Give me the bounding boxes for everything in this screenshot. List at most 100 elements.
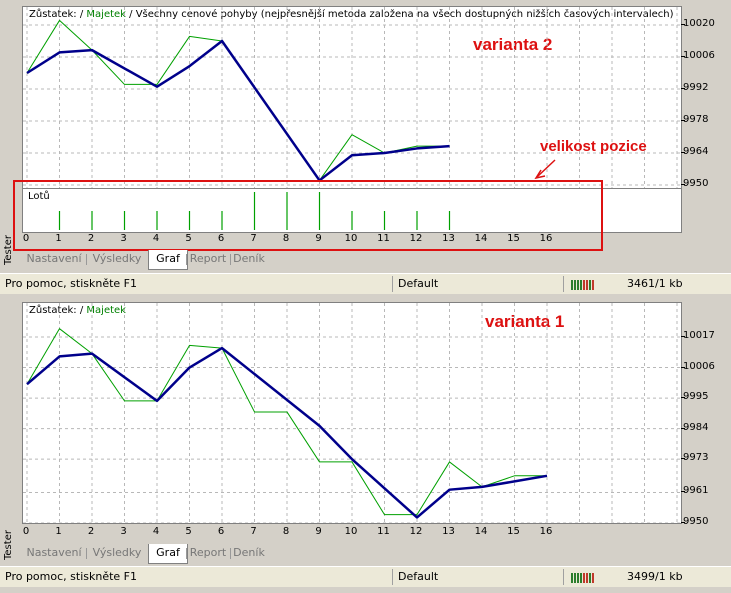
bottom-equity-chart[interactable]: Zůstatek: / Majetek varianta 1 xyxy=(22,302,682,524)
tab-separator xyxy=(230,548,231,559)
status-profile: Default xyxy=(398,277,439,290)
x-tick-label: 5 xyxy=(185,526,192,537)
status-help-text: Pro pomoc, stiskněte F1 xyxy=(5,570,137,583)
x-tick-label: 13 xyxy=(442,233,455,244)
x-tick-label: 16 xyxy=(539,526,553,537)
x-tick-label: 4 xyxy=(152,233,160,244)
legend-sep: / xyxy=(76,9,87,20)
lot-bars xyxy=(58,192,451,230)
y-tick-mark xyxy=(681,491,685,493)
bottom-chart-legend: Zůstatek: / Majetek xyxy=(29,305,126,316)
tab-výsledky[interactable]: Výsledky xyxy=(92,546,142,559)
legend-equity: Majetek xyxy=(86,305,126,316)
tab-deník[interactable]: Deník xyxy=(233,252,265,265)
tab-deník[interactable]: Deník xyxy=(233,546,265,559)
x-tick-label: 1 xyxy=(55,233,62,244)
top-chart-plot xyxy=(23,7,681,190)
top-tab-bar: Nastavení Výsledky Graf Report Deník xyxy=(22,250,422,270)
y-tick-mark xyxy=(681,458,685,460)
status-separator xyxy=(563,276,564,292)
x-tick-label: 6 xyxy=(217,526,225,537)
y-tick-label: 9978 xyxy=(683,114,709,125)
y-tick-mark xyxy=(681,88,685,89)
y-tick-label: 10020 xyxy=(683,18,715,29)
tester-side-label: Tester xyxy=(3,530,14,560)
top-x-axis: 0 1 2 3 4 5 6 7 8 9 10 11 12 13 14 15 16 xyxy=(22,233,680,247)
balance-series-line xyxy=(26,39,450,182)
bottom-status-bar: Pro pomoc, stiskněte F1 Default 3499/1 k… xyxy=(0,566,731,587)
tester-side-label: Tester xyxy=(3,235,14,265)
x-tick-label: 7 xyxy=(250,233,257,244)
balance-series-line xyxy=(26,346,548,519)
x-tick-label: 9 xyxy=(315,233,322,244)
tab-výsledky[interactable]: Výsledky xyxy=(92,252,142,265)
legend-description: Všechny cenové pohyby (nejpřesnější meto… xyxy=(135,9,674,20)
y-tick-label: 9984 xyxy=(683,421,709,433)
y-tick-label: 9964 xyxy=(683,146,709,157)
status-separator xyxy=(563,569,564,585)
x-tick-label: 8 xyxy=(282,526,290,537)
y-tick-label: 9995 xyxy=(683,391,709,403)
top-variant-annotation: varianta 2 xyxy=(473,35,553,54)
y-tick-mark xyxy=(681,152,685,153)
x-tick-label: 6 xyxy=(217,233,225,244)
tab-nastavení[interactable]: Nastavení xyxy=(26,252,82,265)
tab-report[interactable]: Report xyxy=(189,252,227,265)
legend-balance: Zůstatek: xyxy=(29,9,77,20)
y-tick-mark xyxy=(681,366,685,368)
tab-graf[interactable]: Graf xyxy=(148,544,188,564)
tab-graf[interactable]: Graf xyxy=(148,250,188,270)
top-y-axis: 10020 10006 9992 9978 9964 9950 xyxy=(681,6,726,189)
y-tick-mark xyxy=(681,184,685,185)
x-tick-label: 4 xyxy=(152,526,160,537)
y-tick-mark xyxy=(681,336,685,337)
legend-balance: Zůstatek: xyxy=(29,305,77,316)
tab-separator xyxy=(186,254,187,265)
status-profile: Default xyxy=(398,570,439,583)
legend-equity: Majetek xyxy=(86,9,126,20)
legend-sep: / xyxy=(76,305,87,316)
bottom-tester-panel: Tester Zůstatek: / Majetek varianta 1 10… xyxy=(0,295,731,593)
x-tick-label: 12 xyxy=(409,233,423,244)
y-tick-mark xyxy=(681,427,685,429)
y-tick-mark xyxy=(681,24,685,25)
y-tick-label: 10006 xyxy=(683,50,715,61)
y-tick-mark xyxy=(681,397,685,399)
x-tick-label: 2 xyxy=(87,526,95,537)
x-tick-label: 14 xyxy=(474,526,488,537)
y-tick-label: 10017 xyxy=(683,330,715,341)
x-tick-label: 15 xyxy=(507,526,520,537)
bottom-x-axis: 0 1 2 3 4 5 6 7 8 9 10 11 12 13 14 15 16 xyxy=(22,526,680,540)
y-tick-label: 9950 xyxy=(683,178,709,189)
top-status-bar: Pro pomoc, stiskněte F1 Default 3461/1 k… xyxy=(0,273,731,294)
bottom-variant-annotation: varianta 1 xyxy=(485,312,565,331)
x-tick-label: 10 xyxy=(344,526,358,537)
x-tick-label: 9 xyxy=(315,526,322,537)
x-tick-label: 3 xyxy=(120,526,127,537)
tab-report[interactable]: Report xyxy=(189,546,227,559)
x-tick-label: 5 xyxy=(185,233,192,244)
y-tick-mark xyxy=(681,522,685,523)
y-tick-label: 9961 xyxy=(683,485,709,497)
y-tick-mark xyxy=(681,56,685,57)
bottom-y-axis: 10017 10006 9995 9984 9973 9961 9950 xyxy=(681,302,726,527)
status-help-text: Pro pomoc, stiskněte F1 xyxy=(5,277,137,290)
top-equity-chart[interactable]: Zůstatek: / Majetek / Všechny cenové poh… xyxy=(22,6,682,191)
bottom-tab-bar: Nastavení Výsledky Graf Report Deník xyxy=(22,544,422,564)
y-tick-label: 9973 xyxy=(683,452,709,464)
x-tick-label: 2 xyxy=(87,233,95,244)
y-tick-mark xyxy=(681,120,685,121)
x-tick-label: 11 xyxy=(377,233,390,244)
x-tick-label: 0 xyxy=(22,233,30,244)
y-tick-label: 9950 xyxy=(683,516,709,527)
x-tick-label: 11 xyxy=(377,526,390,537)
status-separator xyxy=(392,276,393,292)
tab-separator xyxy=(186,548,187,559)
tab-nastavení[interactable]: Nastavení xyxy=(26,546,82,559)
status-traffic: 3461/1 kb xyxy=(627,277,683,290)
status-traffic: 3499/1 kb xyxy=(627,570,683,583)
x-tick-label: 8 xyxy=(282,233,290,244)
connection-status-icon xyxy=(571,573,597,583)
x-tick-label: 16 xyxy=(539,233,553,244)
top-tester-panel: Tester Zůstatek: / Majetek / Všechny cen… xyxy=(0,0,731,294)
